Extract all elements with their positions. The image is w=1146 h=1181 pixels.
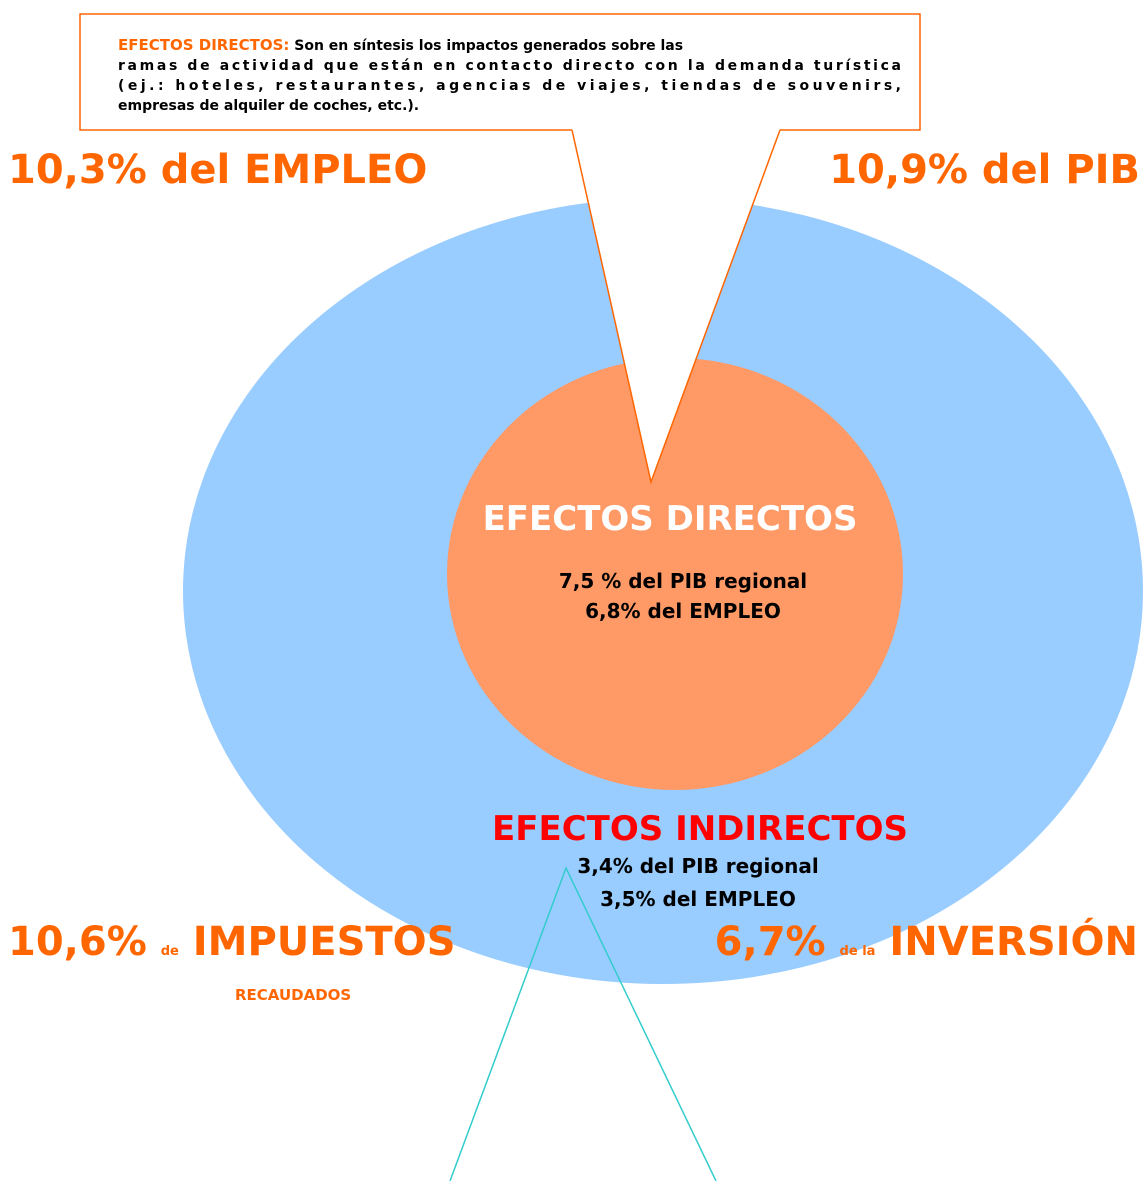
stat-connector: de	[161, 944, 179, 959]
direct-line: 6,8% del EMPLEO	[585, 599, 781, 623]
callout-text: (ej.: hoteles, restaurantes, agencias de…	[118, 78, 901, 94]
stat-value: 6,7%	[715, 919, 826, 965]
stat-measure: INVERSIÓN	[889, 917, 1138, 965]
indirect-line: 3,5% del EMPLEO	[600, 887, 796, 911]
callout-text: empresas de alquiler de coches, etc.).	[118, 98, 419, 114]
callout-label: EFECTOS DIRECTOS:	[118, 36, 289, 54]
stat-value: 10,6%	[8, 919, 147, 965]
stat-connector: de la	[840, 944, 876, 959]
callout-line: EFECTOS DIRECTOS: Son en síntesis los im…	[118, 36, 683, 54]
direct-line: 7,5 % del PIB regional	[559, 569, 807, 593]
stat-label: 10,9% del PIB	[829, 147, 1140, 193]
indirect-title: EFECTOS INDIRECTOS	[492, 809, 908, 849]
stat-label: 6,7% de la INVERSIÓN	[715, 917, 1138, 965]
direct-title: EFECTOS DIRECTOS	[483, 499, 858, 539]
callout-pointer	[572, 129, 780, 482]
stat-label: 10,3% del EMPLEO	[8, 147, 427, 193]
callout-text: Son en síntesis los impactos generados s…	[294, 38, 683, 54]
stat-measure: IMPUESTOS	[193, 919, 456, 965]
direct-ellipse	[447, 358, 903, 790]
stat-label: 10,6% de IMPUESTOS	[8, 919, 456, 965]
callout-box	[79, 13, 921, 131]
bottom-pointer	[449, 866, 717, 1181]
callout-pointer-edge	[571, 129, 781, 485]
stat-sub: RECAUDADOS	[235, 986, 351, 1004]
indirect-line: 3,4% del PIB regional	[577, 854, 818, 878]
